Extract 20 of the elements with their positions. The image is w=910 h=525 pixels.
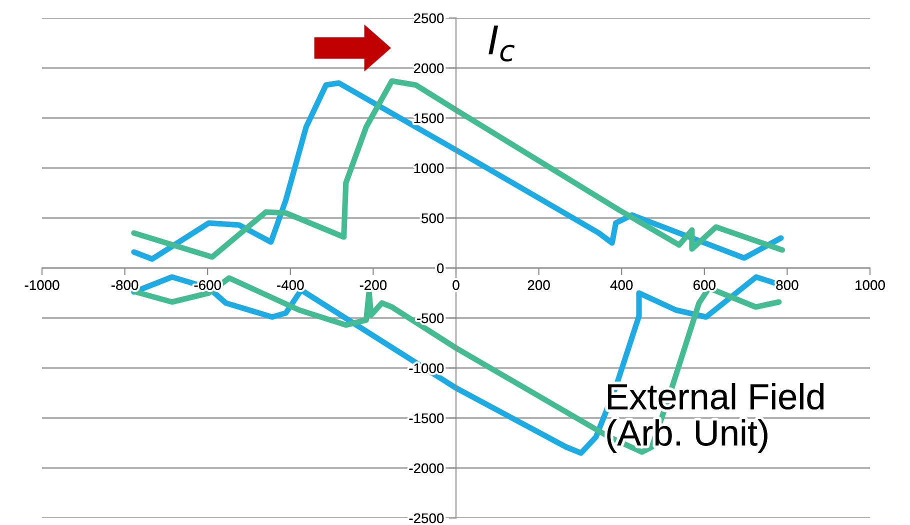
y-tick-label: 1000 xyxy=(414,163,444,174)
x-tick-label: 400 xyxy=(610,280,633,290)
x-tick-label: -1000 xyxy=(24,280,60,290)
y-tick-label: 2500 xyxy=(414,13,444,24)
x-tick-label: 200 xyxy=(528,280,550,290)
y-tick-label: -2500 xyxy=(409,513,444,524)
y-axis-title: I$_{c}$ xyxy=(488,26,515,62)
y-tick-label: 500 xyxy=(422,213,444,224)
x-tick-label: -800 xyxy=(112,280,138,290)
y-tick-label: 2000 xyxy=(414,63,444,74)
y-tick-label: -2000 xyxy=(409,463,444,474)
x-tick-label: 1000 xyxy=(856,280,885,290)
x-tick-label: 600 xyxy=(694,280,716,290)
x-tick-label: -200 xyxy=(360,280,387,290)
y-tick-label: -500 xyxy=(417,313,444,324)
y-tick-label: 1500 xyxy=(414,113,444,124)
y-tick-label: -1500 xyxy=(409,413,444,424)
x-tick-label: 0 xyxy=(452,280,460,290)
y-tick-label: 0 xyxy=(437,263,444,274)
x-tick-label: -400 xyxy=(277,280,304,290)
